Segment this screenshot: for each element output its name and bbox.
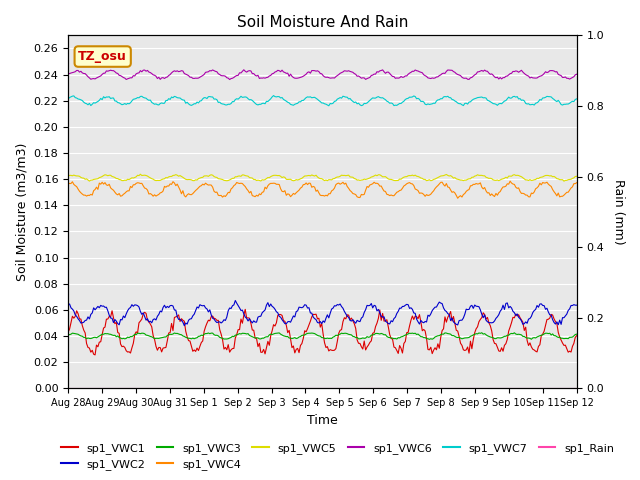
Legend: sp1_VWC1, sp1_VWC2, sp1_VWC3, sp1_VWC4, sp1_VWC5, sp1_VWC6, sp1_VWC7, sp1_Rain: sp1_VWC1, sp1_VWC2, sp1_VWC3, sp1_VWC4, … (57, 438, 619, 474)
Title: Soil Moisture And Rain: Soil Moisture And Rain (237, 15, 408, 30)
Y-axis label: Rain (mm): Rain (mm) (612, 179, 625, 245)
X-axis label: Time: Time (307, 414, 338, 427)
Y-axis label: Soil Moisture (m3/m3): Soil Moisture (m3/m3) (15, 143, 28, 281)
Text: TZ_osu: TZ_osu (78, 50, 127, 63)
